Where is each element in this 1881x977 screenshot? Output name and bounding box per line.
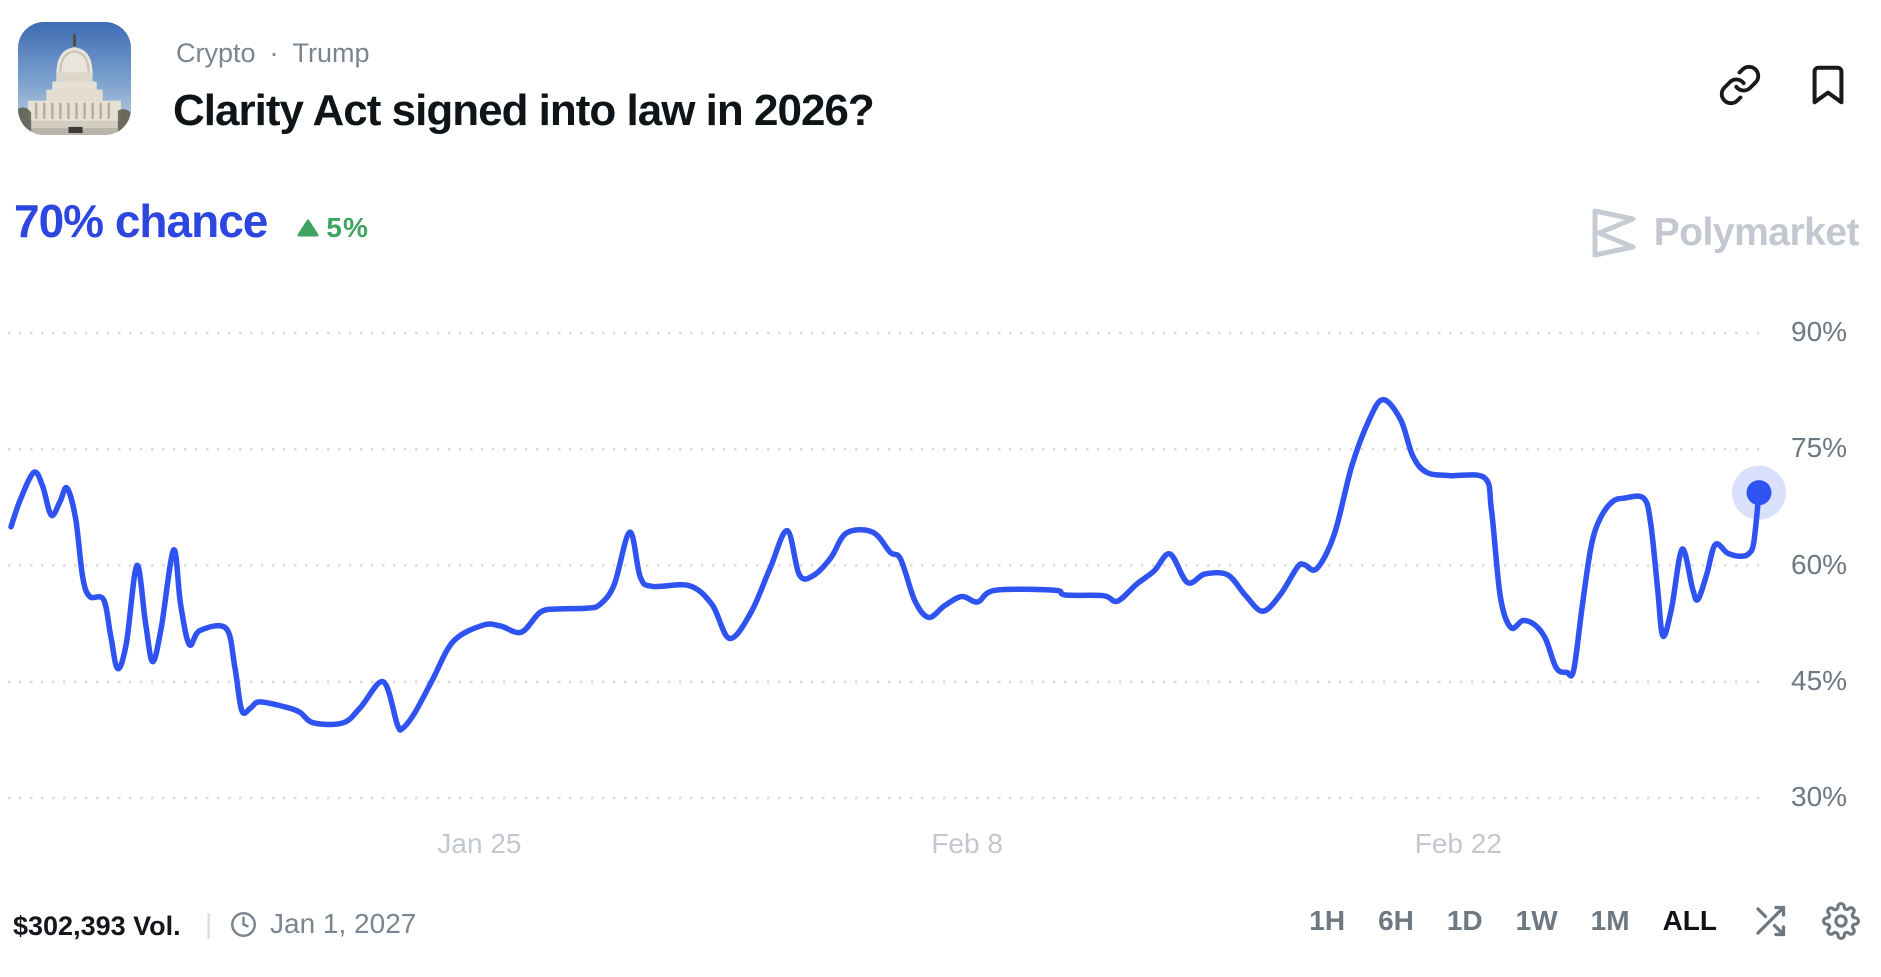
probability-value: 70% chance	[14, 195, 268, 247]
end-date-label: Jan 1, 2027	[270, 908, 417, 939]
timeframe-1w[interactable]: 1W	[1515, 905, 1558, 936]
current-point-dot	[1746, 480, 1772, 506]
capitol-illustration	[18, 22, 131, 135]
market-thumbnail-capitol	[18, 22, 131, 135]
timeframe-1d[interactable]: 1D	[1446, 905, 1483, 936]
volume-label: $302,393 Vol.	[13, 911, 181, 941]
timeframe-all[interactable]: ALL	[1662, 905, 1717, 936]
triangle-up-icon	[297, 219, 319, 237]
market-title[interactable]: Clarity Act signed into law in 2026?	[173, 86, 875, 135]
polymarket-wordmark: Polymarket	[1653, 211, 1860, 254]
timeframe-toolbar: 1H 6H 1D 1W 1M ALL	[1307, 901, 1861, 941]
breadcrumb-tags: Crypto · Trump	[176, 38, 370, 69]
header-actions	[1715, 60, 1853, 110]
bookmark-button[interactable]	[1803, 60, 1853, 110]
timeframe-1h[interactable]: 1H	[1309, 905, 1346, 936]
tag-category[interactable]: Crypto	[176, 38, 256, 68]
probability-change: 5%	[297, 212, 368, 244]
y-axis-tick: 75%	[1791, 432, 1848, 464]
end-date: Jan 1, 2027	[230, 908, 416, 940]
x-axis-tick: Feb 22	[1414, 828, 1502, 859]
copy-link-button[interactable]	[1715, 60, 1765, 110]
timeframe-6h[interactable]: 6H	[1378, 905, 1414, 936]
y-axis-tick: 60%	[1791, 548, 1848, 580]
x-axis-tick: Feb 8	[931, 828, 1003, 859]
probability-row: 70% chance 5%	[14, 194, 369, 248]
x-axis-tick: Jan 25	[437, 828, 522, 859]
probability-line	[8, 396, 1762, 733]
chart-settings-button[interactable]	[1821, 901, 1861, 941]
timeframe-1m[interactable]: 1M	[1590, 905, 1630, 936]
polymarket-logo-icon	[1592, 208, 1636, 258]
link-icon	[1719, 64, 1761, 106]
compare-markets-button[interactable]	[1750, 901, 1790, 941]
y-axis-tick: 45%	[1791, 664, 1848, 696]
tag-subcategory[interactable]: Trump	[292, 38, 370, 68]
y-axis-tick: 30%	[1791, 781, 1848, 812]
y-axis-tick: 90%	[1791, 316, 1848, 347]
shuffle-icon	[1756, 905, 1786, 937]
footer-divider: |	[205, 908, 213, 939]
probability-change-value: 5%	[326, 212, 369, 243]
clock-icon	[231, 911, 256, 937]
gear-icon	[1822, 902, 1860, 940]
polymarket-watermark[interactable]: Polymarket	[1584, 205, 1860, 261]
bookmark-icon	[1812, 65, 1844, 105]
tag-separator: ·	[269, 38, 279, 68]
